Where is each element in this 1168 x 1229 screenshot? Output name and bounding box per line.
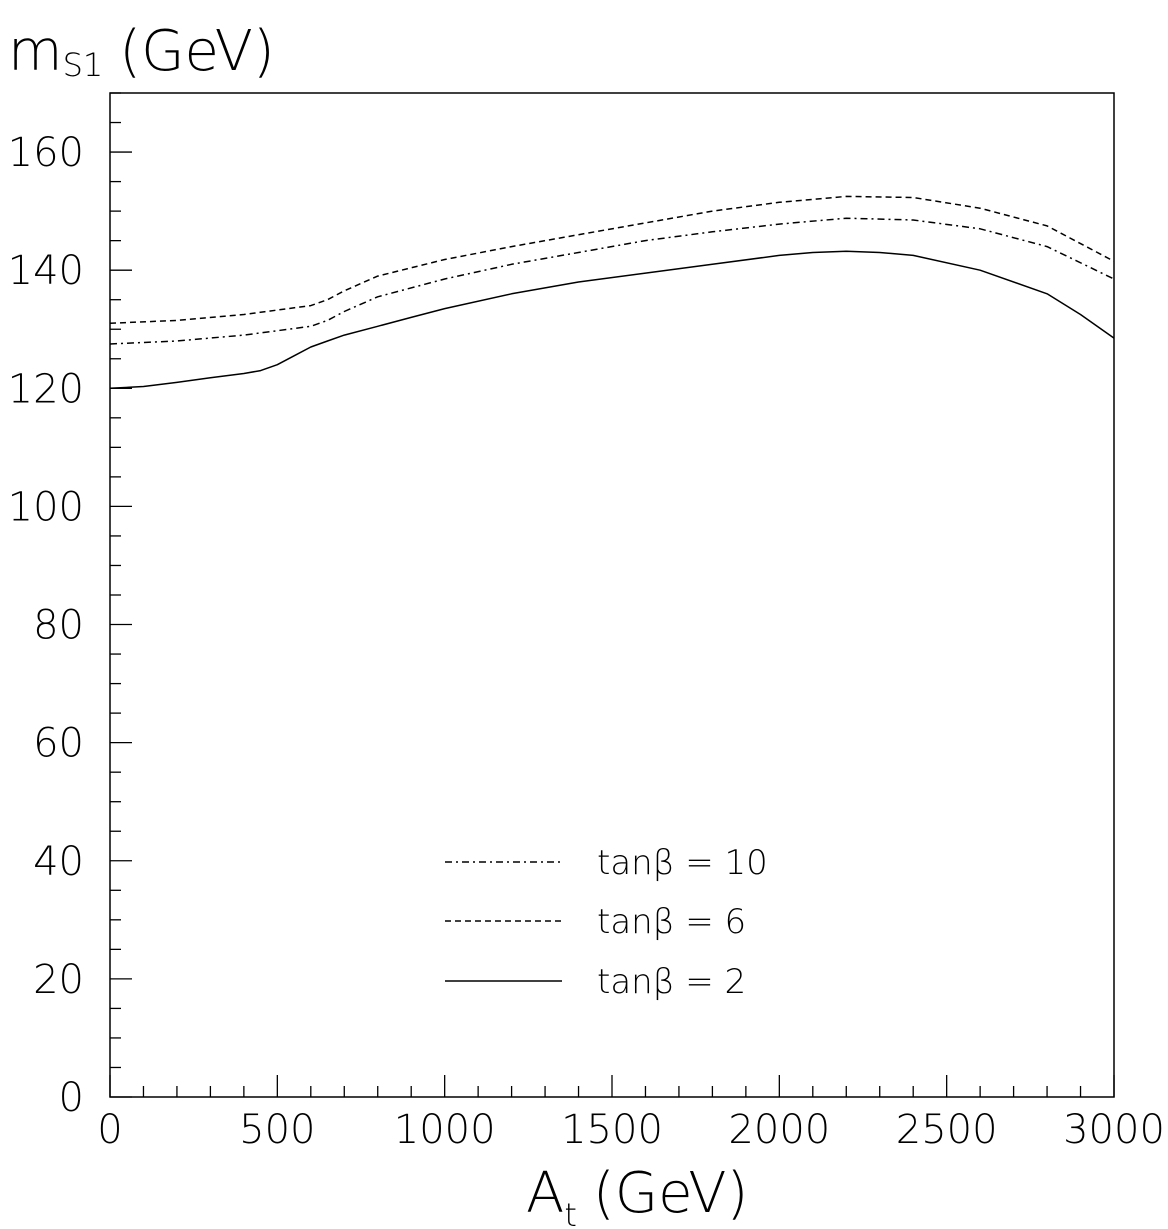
legend-label-tanb2: tanβ = 2 xyxy=(597,962,746,1002)
ticks xyxy=(109,92,1115,1098)
series-line-1 xyxy=(109,195,1115,325)
legend: tanβ = 10 tanβ = 6 tanβ = 2 xyxy=(445,843,768,1002)
tick-labels: 0 500 1000 1500 2000 2500 3000 0 20 40 60 80 100 120 1… xyxy=(8,130,1165,1153)
series-lines xyxy=(109,195,1115,390)
y-tick-label: 120 xyxy=(8,366,84,412)
x-tick-label: 2500 xyxy=(896,1107,998,1153)
y-tick-label: 60 xyxy=(33,721,84,767)
y-axis-title-main: m xyxy=(8,19,63,84)
y-tick-label: 80 xyxy=(33,603,84,649)
y-axis-title-sub: S1 xyxy=(63,46,104,84)
y-tick-label: 100 xyxy=(8,484,84,530)
x-tick-label: 0 xyxy=(97,1107,122,1153)
y-tick-label: 160 xyxy=(8,130,84,176)
x-axis-title-sub: t xyxy=(564,1196,577,1229)
x-tick-label: 1500 xyxy=(561,1107,663,1153)
x-axis-title-main: A xyxy=(526,1161,564,1226)
legend-label-tanb10: tanβ = 10 xyxy=(597,843,768,883)
series-line-0 xyxy=(109,217,1115,345)
x-axis-title: At (GeV) xyxy=(526,1161,748,1229)
plot-frame xyxy=(109,92,1115,1098)
x-tick-label: 3000 xyxy=(1063,1107,1165,1153)
y-axis-title-unit: (GeV) xyxy=(119,19,275,84)
legend-label-tanb6: tanβ = 6 xyxy=(597,902,746,942)
y-tick-label: 20 xyxy=(33,957,84,1003)
x-tick-label: 2000 xyxy=(728,1107,830,1153)
x-axis-title-unit: (GeV) xyxy=(593,1161,749,1226)
y-axis-title: mS1 (GeV) xyxy=(8,19,275,84)
x-tick-label: 1000 xyxy=(394,1107,496,1153)
y-tick-label: 140 xyxy=(8,248,84,294)
y-tick-label: 40 xyxy=(33,839,84,885)
x-tick-label: 500 xyxy=(239,1107,315,1153)
series-line-2 xyxy=(109,250,1115,390)
y-tick-label: 0 xyxy=(59,1075,84,1121)
